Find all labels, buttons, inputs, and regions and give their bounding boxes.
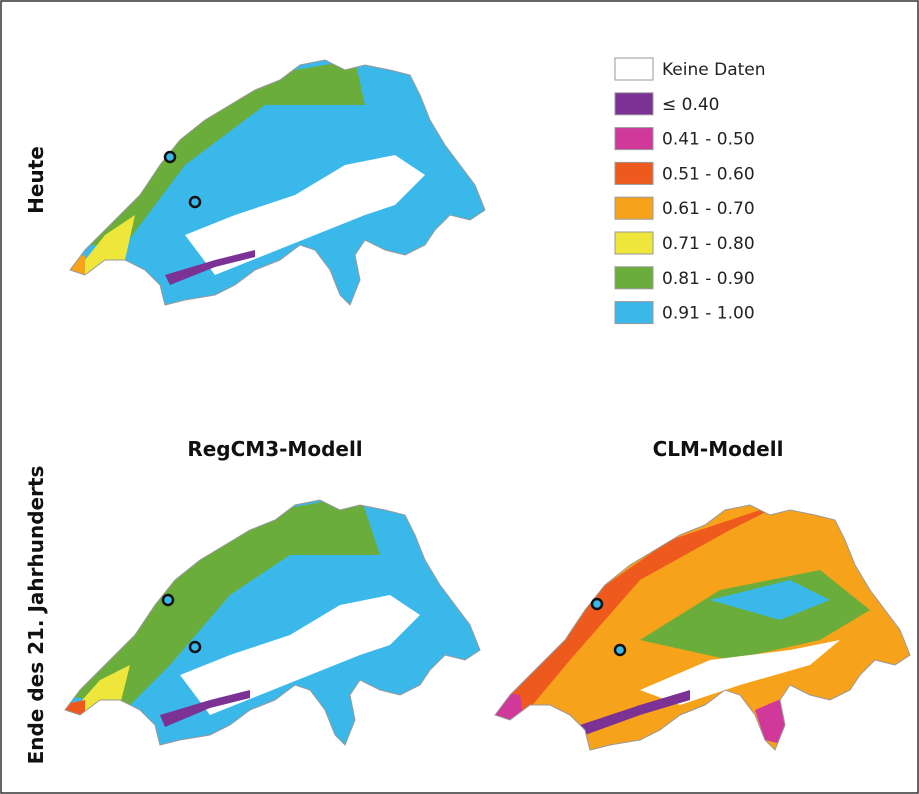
row-label: Ende des 21. Jahrhunderts [24,466,48,765]
column-title: RegCM3-Modell [187,437,362,461]
legend-swatch [615,93,653,115]
legend-label: 0.71 - 0.80 [662,234,755,254]
column-title: CLM-Modell [653,437,784,461]
legend-swatch [615,128,653,150]
legend-label: 0.61 - 0.70 [662,199,755,219]
legend-swatch [615,232,653,254]
legend-swatch [615,302,653,324]
legend-label: 0.81 - 0.90 [662,269,755,289]
figure: Heute Ende des 21. Jahrhunderts RegCM3-M… [0,0,919,794]
legend-label: 0.41 - 0.50 [662,130,755,150]
legend-label: 0.91 - 1.00 [662,304,755,324]
row-label: Heute [24,146,48,214]
legend-swatch [615,58,653,80]
legend-label: 0.51 - 0.60 [662,164,755,184]
legend-label: Keine Daten [662,60,766,80]
legend-swatch [615,197,653,219]
legend-label: ≤ 0.40 [662,95,720,115]
legend-swatch [615,267,653,289]
legend-swatch [615,162,653,184]
